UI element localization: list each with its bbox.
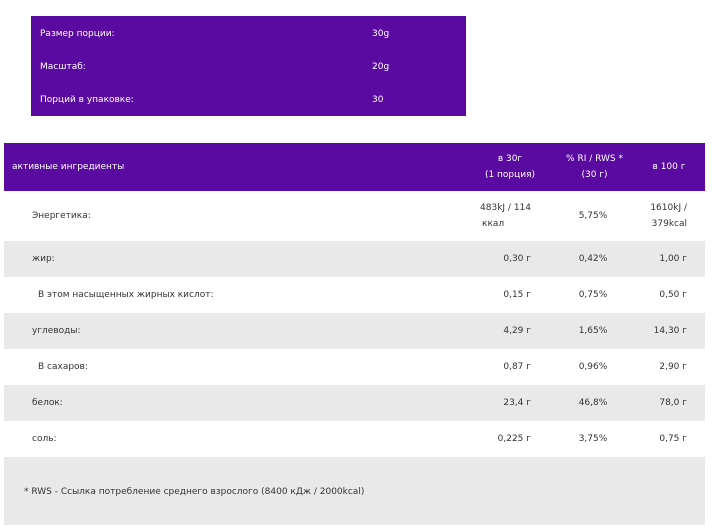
row-name: углеводы: <box>32 326 81 336</box>
scoop-row: Масштаб: 20g <box>31 62 466 76</box>
row-name: соль: <box>32 434 57 444</box>
row-per-100: 1610kJ / 379kcal <box>650 200 687 232</box>
row-ri: 0,96% <box>578 362 608 372</box>
row-name: белок: <box>32 398 63 408</box>
row-per-serving: 23,4 г <box>503 398 531 408</box>
table-header: активные ингредиенты в 30г (1 порция) % … <box>4 143 705 191</box>
row-per-serving: 0,30 г <box>503 254 531 264</box>
row-ri: 0,42% <box>578 254 608 264</box>
table-row: белок: 23,4 г 46,8% 78,0 г <box>4 385 705 421</box>
header-per-serving: в 30г (1 порция) <box>470 151 550 183</box>
row-per-100-line2: 379kcal <box>651 219 687 229</box>
serving-size-row: Размер порции: 30g <box>31 29 466 43</box>
table-row: соль: 0,225 г 3,75% 0,75 г <box>4 421 705 457</box>
row-per-serving: 0,87 г <box>503 362 531 372</box>
row-per-100: 0,50 г <box>659 290 687 300</box>
header-per-100: в 100 г <box>652 162 686 172</box>
scoop-label: Масштаб: <box>40 62 86 72</box>
row-per-serving: 483kJ / 114 ккал <box>480 200 531 232</box>
row-per-serving-line2: ккал <box>482 219 505 229</box>
row-ri: 0,75% <box>578 290 608 300</box>
row-per-100: 2,90 г <box>659 362 687 372</box>
header-ri: % RI / RWS * (30 г) <box>552 151 637 183</box>
servings-per-pack-row: Порций в упаковке: 30 <box>31 95 466 109</box>
servings-per-pack-label: Порций в упаковке: <box>40 95 134 105</box>
table-row: жир: 0,30 г 0,42% 1,00 г <box>4 241 705 277</box>
footnote-box: * RWS - Ссылка потребление среднего взро… <box>4 457 705 525</box>
row-ri: 5,75% <box>578 211 608 221</box>
row-ri: 3,75% <box>578 434 608 444</box>
scoop-value: 20g <box>372 62 390 72</box>
servings-per-pack-value: 30 <box>372 95 384 105</box>
rws-footnote: * RWS - Ссылка потребление среднего взро… <box>24 487 365 497</box>
row-per-100: 78,0 г <box>659 398 687 408</box>
table-row: В сахаров: 0,87 г 0,96% 2,90 г <box>4 349 705 385</box>
table-row: углеводы: 4,29 г 1,65% 14,30 г <box>4 313 705 349</box>
row-per-100-line1: 1610kJ / <box>650 203 687 213</box>
row-per-100: 1,00 г <box>659 254 687 264</box>
serving-size-value: 30g <box>372 29 390 39</box>
row-ri: 1,65% <box>578 326 608 336</box>
header-per-serving-line1: в 30г <box>497 154 523 164</box>
row-name: В сахаров: <box>38 362 88 372</box>
row-name: Энергетика: <box>32 211 91 221</box>
row-name: В этом насыщенных жирных кислот: <box>38 290 214 300</box>
table-row: Энергетика: 483kJ / 114 ккал 5,75% 1610k… <box>4 191 705 241</box>
row-name: жир: <box>32 254 55 264</box>
serving-info-box: Размер порции: 30g Масштаб: 20g Порций в… <box>31 16 466 116</box>
row-per-100: 0,75 г <box>659 434 687 444</box>
header-ingredients: активные ингредиенты <box>12 162 125 172</box>
row-ri: 46,8% <box>578 398 608 408</box>
row-per-100: 14,30 г <box>653 326 687 336</box>
serving-size-label: Размер порции: <box>40 29 115 39</box>
table-row: В этом насыщенных жирных кислот: 0,15 г … <box>4 277 705 313</box>
header-ri-line2: (30 г) <box>581 170 608 180</box>
header-per-serving-line2: (1 порция) <box>484 170 536 180</box>
row-per-serving: 0,225 г <box>497 434 531 444</box>
header-ri-line1: % RI / RWS * <box>566 154 623 164</box>
row-per-serving-line1: 483kJ / 114 <box>480 203 531 213</box>
nutrition-table: активные ингредиенты в 30г (1 порция) % … <box>4 143 705 525</box>
row-per-serving: 4,29 г <box>503 326 531 336</box>
row-per-serving: 0,15 г <box>503 290 531 300</box>
